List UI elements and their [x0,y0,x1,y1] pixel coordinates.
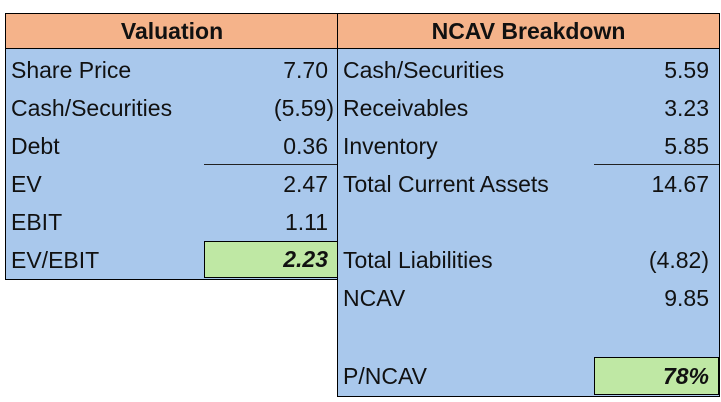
ncav-value: 9.85 [664,285,709,311]
ev-ebit-label: EV/EBIT [11,247,100,273]
subtotal-rule [204,164,338,165]
table-row: Cash/Securities (5.59) [6,89,338,127]
receivables-label: Receivables [343,95,469,121]
p-ncav-highlight-cell: 78% [594,357,719,395]
p-ncav-value: 78% [662,363,709,389]
table-row: NCAV 9.85 [338,279,719,317]
ev-label: EV [11,171,42,197]
subtotal-rule [594,164,719,165]
total-liabilities-label: Total Liabilities [343,247,493,273]
p-ncav-label: P/NCAV [343,363,427,389]
total-current-assets-value: 14.67 [651,171,709,197]
table-row: EV/EBIT 2.23 [6,241,338,279]
ncav-header: NCAV Breakdown [338,14,719,49]
ncav-cash-securities-value: 5.59 [664,57,709,83]
table-row: Total Liabilities (4.82) [338,241,719,279]
total-current-assets-label: Total Current Assets [343,171,549,197]
inventory-value: 5.85 [664,133,709,159]
share-price-label: Share Price [11,57,132,83]
table-row: Receivables 3.23 [338,89,719,127]
receivables-value: 3.23 [664,95,709,121]
debt-value: 0.36 [283,133,328,159]
table-row: Inventory 5.85 [338,127,719,165]
cash-securities-value: (5.59) [273,95,334,121]
table-row: Debt 0.36 [6,127,338,165]
ncav-breakdown-table: NCAV Breakdown Cash/Securities 5.59 Rece… [337,13,720,397]
valuation-body: Share Price 7.70 Cash/Securities (5.59) … [6,49,338,279]
share-price-value: 7.70 [283,57,328,83]
total-liabilities-value: (4.82) [648,247,709,273]
ev-ebit-value: 2.23 [283,246,328,272]
ncav-cash-securities-label: Cash/Securities [343,57,505,83]
ncav-body: Cash/Securities 5.59 Receivables 3.23 In… [338,49,719,396]
ebit-label: EBIT [11,209,63,235]
ev-ebit-highlight-cell: 2.23 [204,241,338,278]
table-row: Cash/Securities 5.59 [338,51,719,89]
table-row: Share Price 7.70 [6,51,338,89]
table-row: EBIT 1.11 [6,203,338,241]
ev-value: 2.47 [283,171,328,197]
table-row: EV 2.47 [6,165,338,203]
ebit-value: 1.11 [284,209,328,235]
debt-label: Debt [11,133,60,159]
valuation-table: Valuation Share Price 7.70 Cash/Securiti… [5,13,339,280]
inventory-label: Inventory [343,133,438,159]
table-row: P/NCAV 78% [338,357,719,395]
cash-securities-label: Cash/Securities [11,95,173,121]
valuation-header: Valuation [6,14,338,49]
ncav-label: NCAV [343,285,406,311]
table-row: Total Current Assets 14.67 [338,165,719,203]
